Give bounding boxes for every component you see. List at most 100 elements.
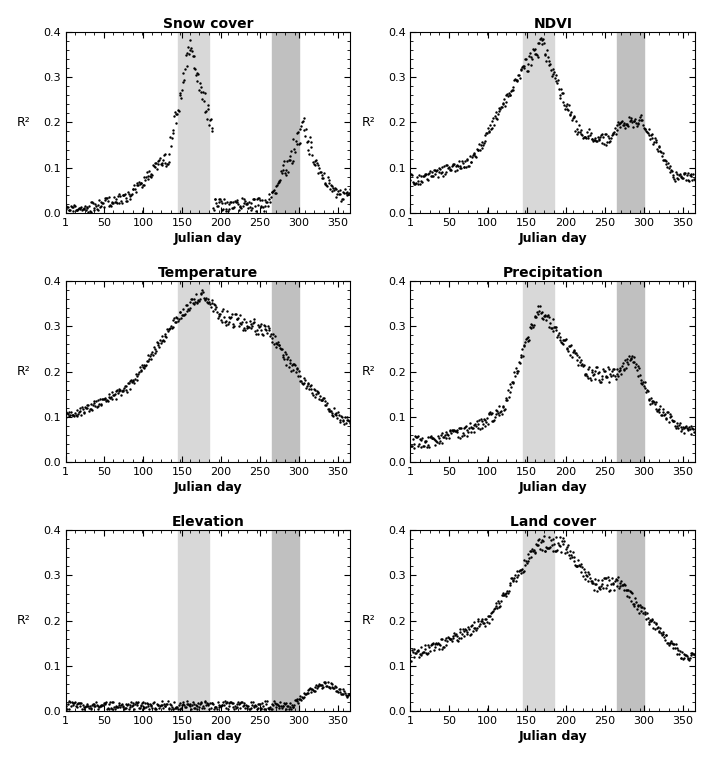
Point [241, 700, 252, 712]
Point [574, 125, 585, 138]
Point [61, 407, 73, 420]
Point [426, 432, 438, 445]
Point [652, 621, 664, 633]
Point [91, 401, 103, 413]
Point [580, 573, 591, 585]
Point [528, 44, 540, 56]
Point [491, 405, 503, 417]
Point [108, 197, 119, 209]
Point [139, 359, 150, 371]
Point [434, 638, 446, 651]
Point [498, 401, 509, 413]
Point [518, 60, 529, 72]
Point [70, 700, 81, 712]
Point [261, 698, 272, 710]
Point [199, 106, 211, 118]
Point [407, 169, 418, 181]
Point [116, 698, 127, 710]
Point [127, 699, 139, 711]
Point [192, 700, 203, 712]
Point [277, 350, 288, 363]
Point [275, 174, 286, 186]
Point [73, 408, 84, 420]
Point [103, 192, 114, 204]
Point [642, 606, 653, 619]
Point [137, 359, 148, 372]
Point [135, 177, 147, 189]
Point [578, 563, 590, 575]
Point [277, 701, 288, 713]
Point [406, 168, 417, 180]
Point [650, 134, 661, 146]
Point [670, 638, 681, 650]
Point [301, 136, 313, 148]
Point [105, 391, 117, 404]
Point [574, 560, 585, 572]
Point [668, 169, 679, 182]
Point [294, 137, 305, 149]
Point [572, 128, 583, 140]
Point [333, 185, 344, 198]
Point [431, 638, 443, 650]
Point [177, 67, 189, 79]
Point [508, 74, 520, 87]
Point [109, 702, 120, 714]
Point [315, 394, 327, 406]
Point [208, 298, 219, 310]
Point [556, 87, 567, 99]
Point [75, 203, 86, 215]
Point [572, 560, 583, 572]
Point [679, 649, 691, 661]
Point [292, 138, 303, 150]
Point [669, 638, 680, 650]
Point [78, 407, 90, 420]
Point [219, 695, 231, 708]
Point [266, 331, 277, 344]
Point [303, 147, 315, 160]
Point [247, 317, 258, 329]
Point [326, 679, 337, 691]
Point [667, 414, 679, 426]
Point [479, 135, 491, 147]
Point [495, 600, 506, 612]
Point [300, 688, 312, 700]
Point [488, 604, 499, 616]
Point [77, 699, 88, 711]
Point [629, 112, 641, 125]
Point [281, 169, 292, 181]
Point [269, 187, 281, 199]
Point [109, 388, 120, 400]
Point [505, 378, 516, 390]
Point [224, 196, 236, 208]
Point [61, 201, 73, 213]
Point [320, 676, 331, 688]
Point [182, 41, 194, 53]
Point [576, 558, 587, 570]
Point [571, 354, 582, 366]
Point [176, 699, 187, 711]
Point [617, 357, 629, 369]
Point [312, 387, 323, 399]
Point [457, 623, 468, 635]
Point [416, 441, 427, 453]
Point [224, 198, 235, 210]
Point [607, 127, 618, 139]
Point [451, 634, 462, 646]
Point [318, 167, 330, 179]
Point [315, 166, 327, 178]
Point [292, 695, 303, 707]
Point [577, 129, 588, 141]
Point [76, 702, 88, 714]
Point [100, 192, 112, 204]
Point [263, 193, 274, 205]
Point [311, 682, 323, 694]
Point [500, 591, 511, 603]
Point [660, 154, 671, 166]
Point [161, 331, 172, 343]
Point [342, 414, 354, 426]
Point [309, 391, 320, 403]
Point [251, 193, 263, 205]
Point [97, 393, 108, 405]
Point [449, 423, 460, 435]
Point [627, 598, 639, 610]
